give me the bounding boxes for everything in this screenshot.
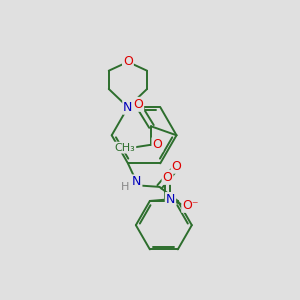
Text: O: O [123,56,133,68]
Text: N: N [123,101,133,114]
Text: CH₃: CH₃ [115,142,135,153]
Text: O: O [152,138,162,151]
Text: N: N [166,193,175,206]
Text: H: H [121,182,129,192]
Text: O: O [172,160,182,173]
Text: O: O [163,171,172,184]
Text: N: N [132,176,141,188]
Text: O⁻: O⁻ [182,199,199,212]
Text: O: O [133,98,143,111]
